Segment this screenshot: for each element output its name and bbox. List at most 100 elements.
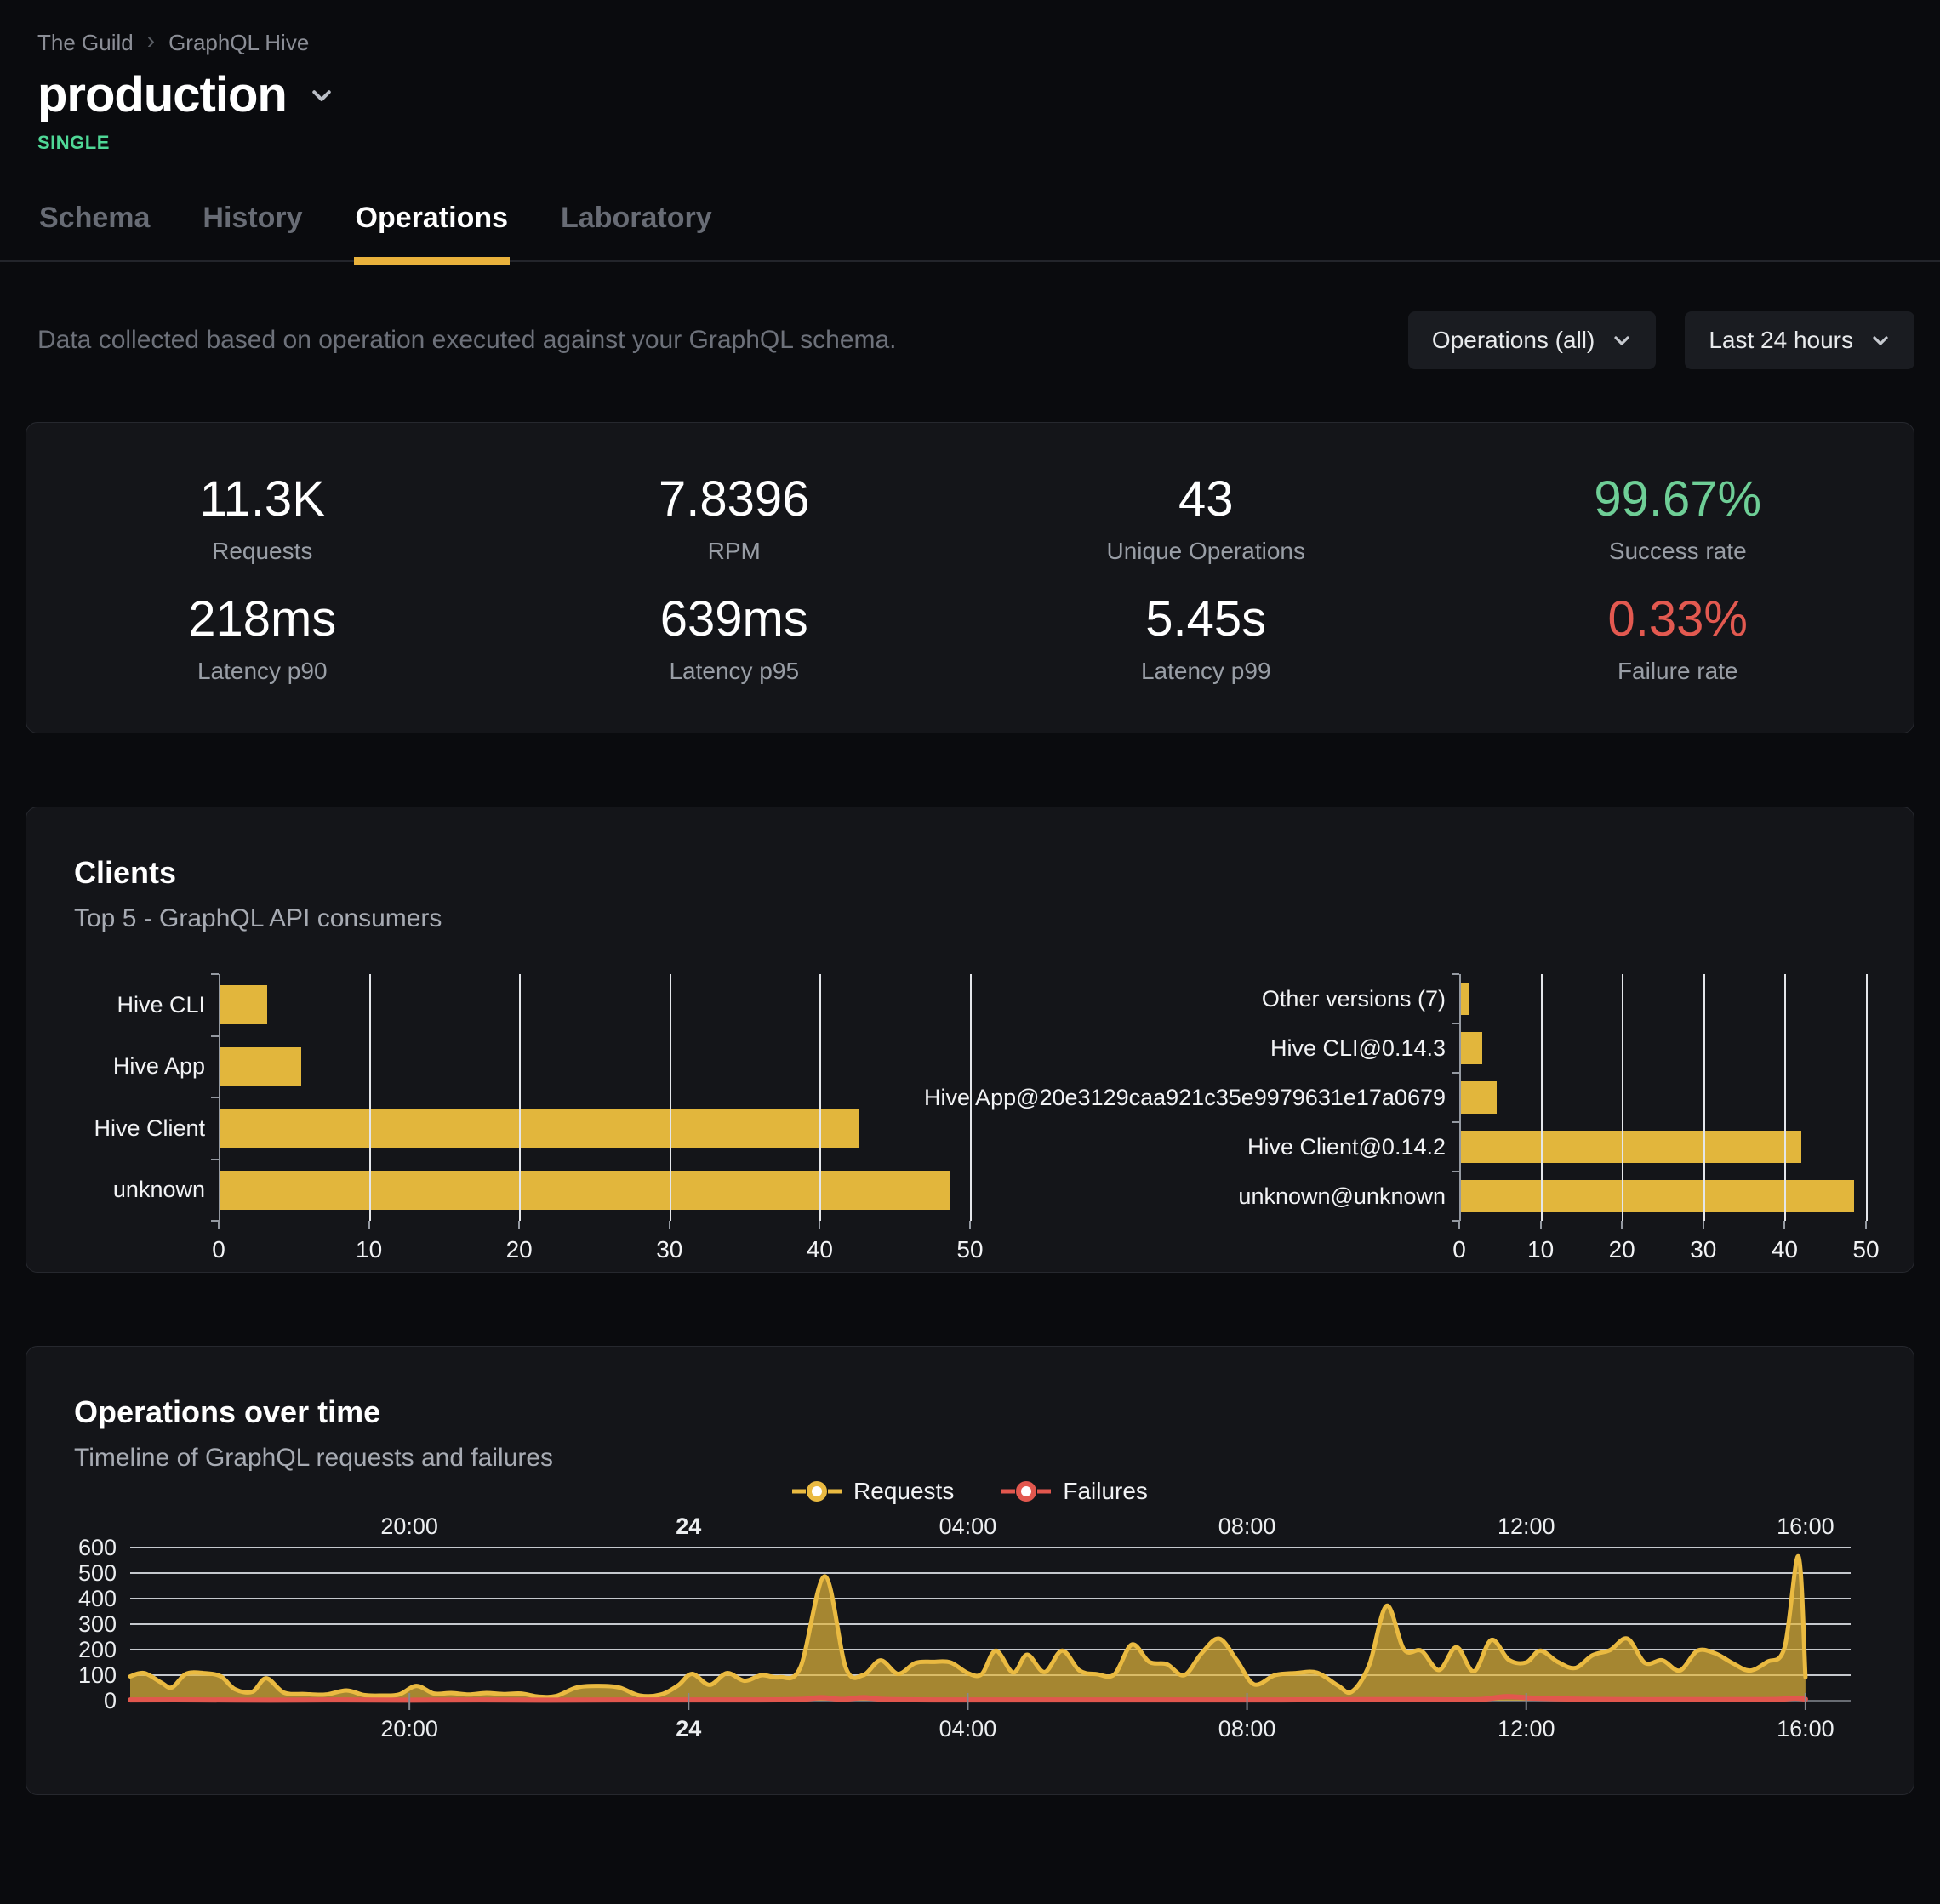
legend-item-requests[interactable]: Requests [792,1478,954,1505]
x-tick-label-top: 16:00 [1777,1514,1834,1539]
stat-value: 99.67% [1594,471,1762,527]
chevron-down-icon [1873,336,1888,345]
y-tick [1452,1121,1459,1123]
stat-rpm: 7.8396 RPM [499,470,971,565]
bar-hive-app [219,1046,302,1086]
x-tick [1539,1221,1542,1229]
bar-hive-client-0-14-2 [1459,1131,1801,1163]
bar-row [219,1160,970,1222]
x-axis-labels: 0 10 20 30 40 50 [212,1221,983,1268]
bar-label-hive-app: Hive App [112,1053,205,1080]
clients-subtitle: Top 5 - GraphQL API consumers [74,904,442,932]
y-tick [1452,1171,1459,1172]
requests-area [130,1556,1806,1701]
stat-label: RPM [707,538,761,564]
bar-label-hive-cli: Hive CLI [117,991,205,1018]
tab-history[interactable]: History [203,202,303,234]
stat-value: 218ms [188,591,337,647]
stat-label: Requests [212,538,313,564]
x-tick-label: 10 [356,1236,383,1263]
bar-row [1459,1171,1866,1221]
y-tick-label: 300 [78,1611,117,1637]
x-axis-labels: 0 10 20 30 40 50 [1452,1221,1879,1268]
x-tick-label-top: 04:00 [939,1514,997,1539]
stat-label: Unique Operations [1106,538,1305,564]
tab-laboratory[interactable]: Laboratory [561,202,712,234]
x-tick [819,1221,821,1229]
x-tick-label: 40 [806,1236,833,1263]
y-tick-label: 400 [78,1586,117,1611]
y-tick-label: 0 [104,1688,117,1713]
stat-latency-p95: 639ms Latency p95 [499,590,971,685]
clients-card: Clients Top 5 - GraphQL API consumers Hi… [26,807,1914,1273]
bar-hive-app-20e3129caa921c35e9979631e17a0679 [1459,1081,1497,1114]
gridline [368,974,371,1221]
bar-labels: Other versions (7) Hive CLI@0.14.3 Hive Ap… [924,974,1459,1221]
y-tick [1452,1023,1459,1024]
bar-label-unknown-unknown: unknown@unknown [1238,1183,1446,1209]
clients-title: Clients [74,855,177,890]
gridline [1540,974,1543,1221]
tab-bar: Schema History Operations Laboratory [0,197,1940,265]
x-tick-label-bottom: 24 [676,1716,701,1742]
operations-filter-dropdown[interactable]: Operations (all) [1407,311,1657,369]
gridline [1784,974,1787,1221]
tab-schema[interactable]: Schema [39,202,151,234]
y-tick-label: 200 [78,1637,117,1662]
stat-value: 43 [1178,471,1234,527]
legend-label: Requests [853,1478,955,1504]
x-tick-label-top: 24 [676,1514,701,1539]
stat-value: 639ms [659,591,808,647]
bar-unknown [219,1170,951,1210]
stat-value: 0.33% [1607,591,1748,647]
bar-label-hive-app-20e3129caa921c35e9979631e17a0679: Hive App@20e3129caa921c35e9979631e17a067… [924,1084,1446,1110]
target-selector[interactable]: production [37,66,1903,123]
x-tick-label-bottom: 20:00 [380,1716,438,1742]
bar-hive-cli-0-14-3 [1459,1032,1482,1064]
x-tick [1621,1221,1623,1229]
bar-hive-cli [219,985,267,1025]
stat-label: Latency p95 [669,658,800,684]
bar-label-hive-client: Hive Client [94,1114,205,1141]
stat-label: Failure rate [1617,658,1738,684]
gridline [819,974,822,1221]
gridline [669,974,671,1221]
x-tick-label-bottom: 04:00 [939,1716,997,1742]
gridline [1622,974,1624,1221]
stat-latency-p99: 5.45s Latency p99 [970,590,1442,685]
y-tick-label: 600 [78,1535,117,1560]
legend-item-failures[interactable]: Failures [1001,1478,1148,1505]
gridline [519,974,522,1221]
y-tick [1452,1072,1459,1074]
breadcrumb: The Guild › GraphQL Hive [37,27,1903,56]
x-tick [518,1221,521,1229]
x-tick-label-top: 12:00 [1498,1514,1555,1539]
gridline [1866,974,1868,1221]
tab-operations[interactable]: Operations [353,197,511,265]
stat-value: 11.3K [199,471,325,527]
page-title: production [37,67,288,123]
page-header: The Guild › GraphQL Hive production SING… [0,0,1940,154]
breadcrumb-project[interactable]: GraphQL Hive [168,29,310,55]
x-tick-label: 0 [212,1236,225,1263]
bar-label-other-versions-7: Other versions (7) [1261,985,1446,1012]
stat-label: Latency p99 [1140,658,1271,684]
stat-requests: 11.3K Requests [26,470,499,565]
bar-label-hive-cli-0-14-3: Hive CLI@0.14.3 [1270,1035,1446,1061]
bar-hive-client [219,1109,859,1149]
x-tick [1458,1221,1460,1229]
legend-marker-icon [1001,1481,1052,1502]
stats-grid: 11.3K Requests 7.8396 RPM 43 Unique Operation… [26,422,1914,733]
breadcrumb-org[interactable]: The Guild [37,29,134,55]
bar-label-hive-client-0-14-2: Hive Client@0.14.2 [1247,1133,1446,1160]
legend-label: Failures [1063,1478,1148,1504]
filters-toolbar: Data collected based on operation execut… [0,311,1940,369]
chevron-down-icon [1614,336,1629,345]
timeline-legend: Requests Failures [74,1478,1866,1505]
bar-label-unknown: unknown [112,1177,205,1203]
bar-plot: 0 10 20 30 40 50 [211,973,984,1263]
date-range-dropdown[interactable]: Last 24 hours [1685,311,1914,369]
y-tick-label: 500 [78,1560,117,1586]
operations-description: Data collected based on operation execut… [37,326,897,354]
requests-line [128,1553,1808,1700]
